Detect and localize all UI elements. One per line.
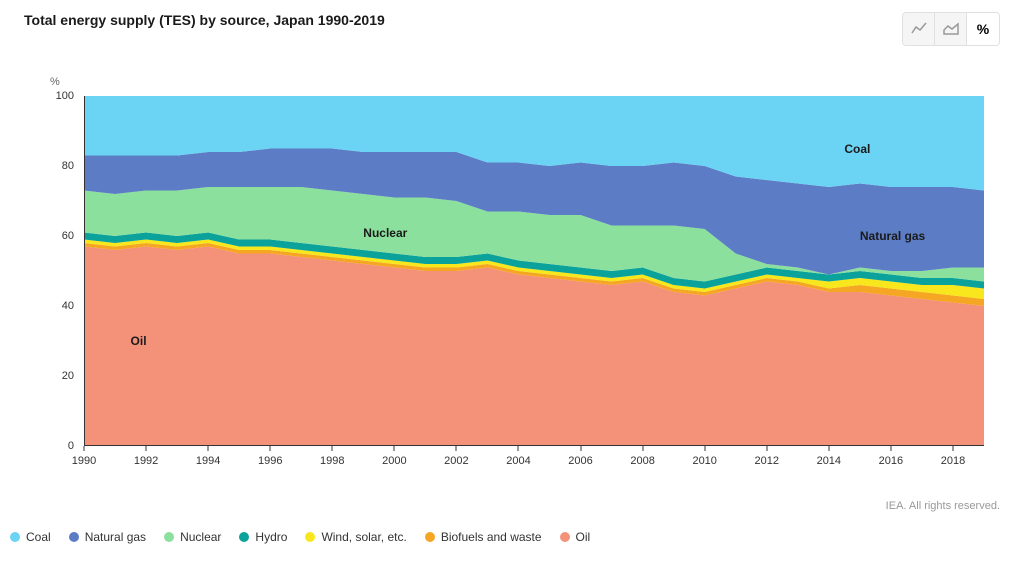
area-view-button[interactable]: [935, 13, 967, 45]
x-axis: 1990199219941996199820002002200420062008…: [84, 451, 984, 471]
percent-view-button[interactable]: %: [967, 13, 999, 45]
legend-swatch: [10, 532, 20, 542]
legend-swatch: [305, 532, 315, 542]
x-tick-label: 1996: [258, 455, 282, 467]
chart-container: Total energy supply (TES) by source, Jap…: [0, 0, 1024, 565]
legend-item[interactable]: Natural gas: [69, 530, 146, 544]
x-tick-label: 2018: [941, 455, 965, 467]
legend-label: Oil: [576, 530, 591, 544]
y-tick-label: 80: [62, 160, 74, 172]
legend-swatch: [560, 532, 570, 542]
x-tick-label: 2006: [568, 455, 592, 467]
y-tick-label: 0: [68, 440, 74, 452]
chart-title: Total energy supply (TES) by source, Jap…: [24, 12, 385, 28]
x-tick-label: 2000: [382, 455, 406, 467]
y-axis: 020406080100: [24, 96, 79, 446]
legend-label: Biofuels and waste: [441, 530, 542, 544]
legend-item[interactable]: Biofuels and waste: [425, 530, 542, 544]
x-tick-label: 2012: [755, 455, 779, 467]
legend-label: Coal: [26, 530, 51, 544]
line-view-button[interactable]: [903, 13, 935, 45]
plot-area: CoalNatural gasNuclearOil: [84, 96, 984, 446]
y-axis-unit: %: [50, 76, 60, 88]
legend-item[interactable]: Coal: [10, 530, 51, 544]
x-tick-label: 1990: [72, 455, 96, 467]
y-tick-label: 60: [62, 230, 74, 242]
attribution-text: IEA. All rights reserved.: [886, 500, 1000, 512]
x-tick-label: 1994: [196, 455, 220, 467]
x-tick-label: 2004: [506, 455, 530, 467]
y-tick-label: 20: [62, 370, 74, 382]
legend-label: Nuclear: [180, 530, 221, 544]
x-tick-label: 1992: [134, 455, 158, 467]
legend-label: Natural gas: [85, 530, 146, 544]
legend-item[interactable]: Nuclear: [164, 530, 221, 544]
x-baseline: [84, 445, 984, 446]
legend-swatch: [425, 532, 435, 542]
x-tick-label: 2002: [444, 455, 468, 467]
y-tick-label: 100: [56, 90, 74, 102]
x-tick-label: 2008: [630, 455, 654, 467]
stacked-area-svg: [84, 96, 984, 446]
legend-swatch: [69, 532, 79, 542]
x-tick-label: 2010: [692, 455, 716, 467]
legend-item[interactable]: Oil: [560, 530, 591, 544]
x-tick-label: 1998: [320, 455, 344, 467]
area-chart-icon: [943, 21, 959, 37]
legend-item[interactable]: Hydro: [239, 530, 287, 544]
y-tick-label: 40: [62, 300, 74, 312]
view-toolbar: %: [902, 12, 1000, 46]
legend: Coal Natural gas Nuclear Hydro Wind, solar, …: [10, 530, 590, 544]
legend-item[interactable]: Wind, solar, etc.: [305, 530, 406, 544]
y-baseline: [84, 96, 85, 446]
legend-label: Wind, solar, etc.: [321, 530, 406, 544]
legend-label: Hydro: [255, 530, 287, 544]
header: Total energy supply (TES) by source, Jap…: [24, 12, 1000, 46]
x-tick-label: 2014: [817, 455, 841, 467]
x-tick-label: 2016: [879, 455, 903, 467]
legend-swatch: [164, 532, 174, 542]
legend-swatch: [239, 532, 249, 542]
line-chart-icon: [911, 21, 927, 37]
